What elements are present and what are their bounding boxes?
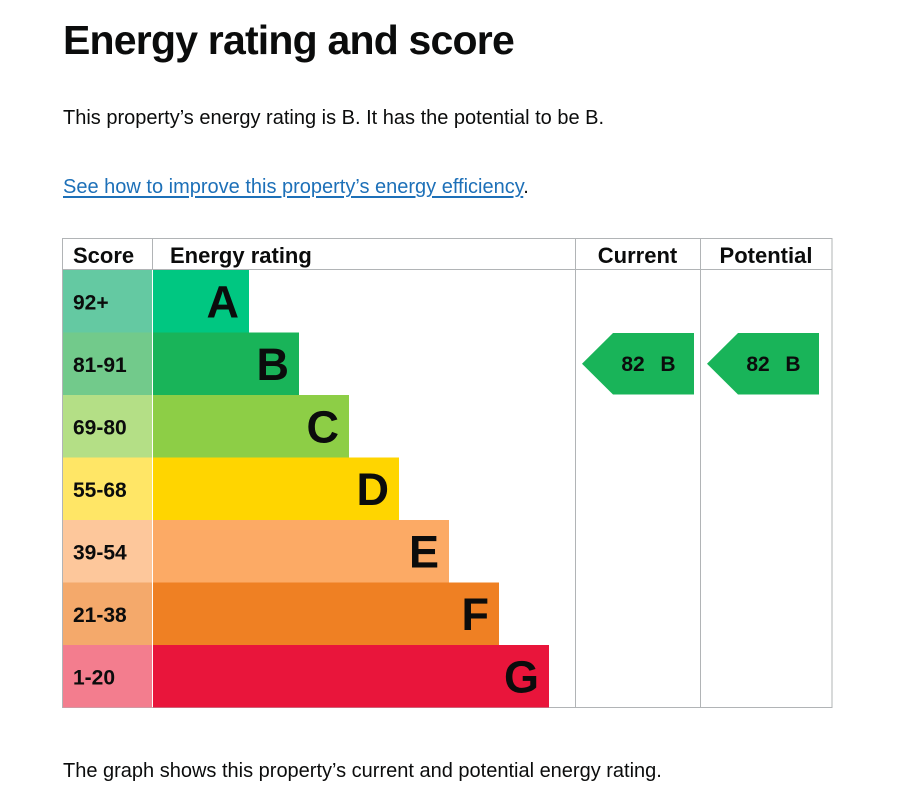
improve-paragraph: See how to improve this property’s energ… <box>63 173 529 201</box>
score-cell-f <box>63 582 152 645</box>
score-cell-d <box>63 457 152 520</box>
score-range-g: 1-20 <box>73 666 115 689</box>
rating-bar-a <box>153 270 249 333</box>
rating-bar-b <box>153 332 299 395</box>
current-score: 82 <box>621 353 644 376</box>
score-range-f: 21-38 <box>73 604 127 627</box>
rating-bar-e <box>153 520 449 583</box>
score-cell-c <box>63 395 152 458</box>
header-current: Current <box>598 243 678 268</box>
rating-bar-g <box>153 645 549 708</box>
score-range-b: 81-91 <box>73 354 127 377</box>
potential-letter: B <box>785 353 800 376</box>
rating-summary: This property’s energy rating is B. It h… <box>63 107 605 129</box>
rating-bar-c <box>153 395 349 458</box>
page-title: Energy rating and score <box>63 17 515 63</box>
score-range-a: 92+ <box>73 291 109 314</box>
score-cell-b <box>63 332 152 395</box>
rating-letter-a: A <box>207 276 240 327</box>
rating-letter-f: F <box>462 589 490 640</box>
score-cell-g <box>63 645 152 708</box>
score-cell-e <box>63 520 152 583</box>
rating-letter-e: E <box>409 526 439 577</box>
improve-efficiency-link[interactable]: See how to improve this property’s energ… <box>63 176 524 198</box>
score-range-d: 55-68 <box>73 479 127 502</box>
score-range-e: 39-54 <box>73 541 127 564</box>
rating-bar-d <box>153 457 399 520</box>
rating-bar-f <box>153 582 499 645</box>
chart-caption: The graph shows this property’s current … <box>63 760 662 782</box>
potential-rating-arrow <box>707 333 819 395</box>
header-potential: Potential <box>720 243 813 268</box>
current-rating-arrow <box>582 333 694 395</box>
header-score: Score <box>73 243 134 268</box>
improve-link-suffix: . <box>523 176 529 198</box>
score-cell-a <box>63 270 152 333</box>
current-letter: B <box>660 353 675 376</box>
rating-letter-c: C <box>307 401 340 452</box>
rating-letter-b: B <box>257 339 290 390</box>
header-energy-rating: Energy rating <box>170 243 312 268</box>
potential-score: 82 <box>746 353 769 376</box>
rating-letter-g: G <box>504 651 539 702</box>
rating-letter-d: D <box>357 464 390 515</box>
score-range-c: 69-80 <box>73 416 127 439</box>
energy-rating-chart: Score Energy rating Current Potential 92+ A 81… <box>62 238 833 708</box>
